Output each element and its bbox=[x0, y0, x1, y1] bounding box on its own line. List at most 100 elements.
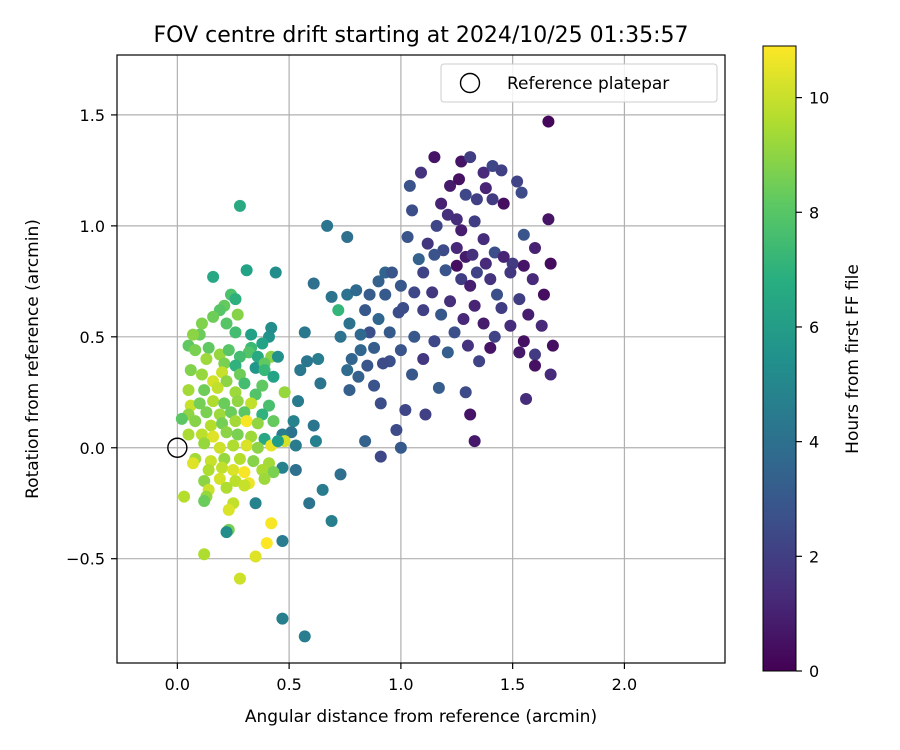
data-point bbox=[187, 328, 199, 341]
data-point bbox=[542, 213, 555, 226]
data-point bbox=[229, 326, 242, 339]
data-point bbox=[406, 368, 419, 381]
data-point bbox=[459, 188, 472, 201]
data-point bbox=[269, 266, 282, 279]
data-point bbox=[307, 419, 320, 432]
data-point bbox=[439, 264, 452, 277]
data-point bbox=[312, 353, 325, 365]
data-point bbox=[455, 273, 468, 286]
data-point bbox=[198, 437, 211, 450]
data-point bbox=[276, 461, 289, 474]
data-point bbox=[182, 428, 195, 441]
data-point bbox=[497, 197, 510, 210]
data-point bbox=[220, 481, 233, 494]
data-point bbox=[441, 208, 454, 221]
data-point bbox=[468, 299, 481, 312]
data-point bbox=[200, 353, 213, 365]
data-point bbox=[207, 270, 220, 283]
data-point bbox=[352, 370, 365, 383]
data-point bbox=[343, 317, 356, 330]
data-point bbox=[238, 466, 251, 479]
data-point bbox=[202, 463, 215, 476]
data-point bbox=[187, 457, 199, 470]
data-point bbox=[189, 415, 202, 428]
data-point bbox=[256, 379, 269, 392]
data-point bbox=[379, 288, 392, 301]
data-point bbox=[216, 366, 229, 379]
data-point bbox=[220, 526, 233, 539]
data-point bbox=[267, 415, 280, 428]
data-point bbox=[450, 242, 463, 255]
data-point bbox=[238, 479, 251, 492]
colorbar-tick-label: 6 bbox=[809, 318, 819, 337]
data-point bbox=[486, 193, 499, 206]
data-point bbox=[271, 435, 284, 448]
data-point bbox=[204, 419, 217, 432]
data-point bbox=[406, 204, 419, 217]
data-point bbox=[417, 353, 430, 365]
data-point bbox=[403, 179, 416, 192]
data-point bbox=[334, 330, 347, 343]
data-point bbox=[240, 439, 253, 452]
data-point bbox=[216, 417, 229, 430]
colorbar-label: Hours from first FF file bbox=[843, 264, 863, 454]
data-point bbox=[408, 286, 421, 299]
data-point bbox=[470, 193, 483, 206]
data-point bbox=[213, 441, 226, 454]
data-point bbox=[198, 495, 211, 508]
data-point bbox=[535, 319, 548, 332]
data-point bbox=[546, 339, 559, 352]
data-point bbox=[233, 350, 246, 363]
legend-box bbox=[440, 63, 718, 103]
data-point bbox=[227, 439, 240, 452]
data-point bbox=[426, 286, 439, 299]
data-point bbox=[276, 612, 289, 625]
data-point bbox=[428, 151, 441, 164]
data-point bbox=[435, 308, 448, 321]
data-point bbox=[401, 230, 414, 243]
data-point bbox=[229, 293, 242, 306]
data-point bbox=[267, 370, 280, 383]
data-point bbox=[441, 346, 454, 359]
data-point bbox=[399, 404, 412, 417]
data-point bbox=[363, 288, 376, 301]
data-point bbox=[341, 230, 354, 243]
data-point bbox=[464, 151, 477, 164]
data-point bbox=[233, 572, 246, 585]
data-point bbox=[345, 353, 358, 365]
data-point bbox=[321, 219, 334, 232]
data-point bbox=[341, 288, 354, 301]
data-point bbox=[468, 435, 481, 448]
data-point bbox=[207, 310, 220, 323]
data-point bbox=[408, 330, 421, 343]
data-point bbox=[225, 406, 237, 419]
data-point bbox=[457, 313, 470, 326]
data-point bbox=[242, 346, 255, 359]
data-point bbox=[276, 534, 289, 547]
data-point bbox=[251, 417, 264, 430]
scatter-points bbox=[175, 115, 559, 643]
data-point bbox=[256, 337, 269, 350]
plot-frame bbox=[116, 54, 726, 664]
data-point bbox=[477, 166, 490, 179]
data-point bbox=[271, 350, 284, 363]
data-point bbox=[529, 242, 541, 255]
data-point bbox=[495, 301, 508, 314]
data-point bbox=[258, 364, 271, 377]
colorbar-ticks: 0 2 4 6 8 10 bbox=[796, 89, 829, 681]
data-point bbox=[182, 384, 195, 397]
data-point bbox=[289, 463, 302, 476]
data-point bbox=[529, 359, 541, 372]
data-point bbox=[412, 253, 425, 266]
data-point bbox=[432, 381, 445, 394]
data-point bbox=[511, 175, 524, 188]
data-point bbox=[247, 455, 260, 468]
data-point bbox=[220, 426, 233, 439]
data-point bbox=[193, 397, 206, 410]
data-point bbox=[542, 115, 555, 128]
data-point bbox=[301, 355, 313, 368]
data-point bbox=[517, 259, 530, 272]
data-point bbox=[477, 317, 490, 330]
x-axis-label: Angular distance from reference (arcmin) bbox=[245, 707, 597, 727]
data-point bbox=[486, 159, 499, 172]
